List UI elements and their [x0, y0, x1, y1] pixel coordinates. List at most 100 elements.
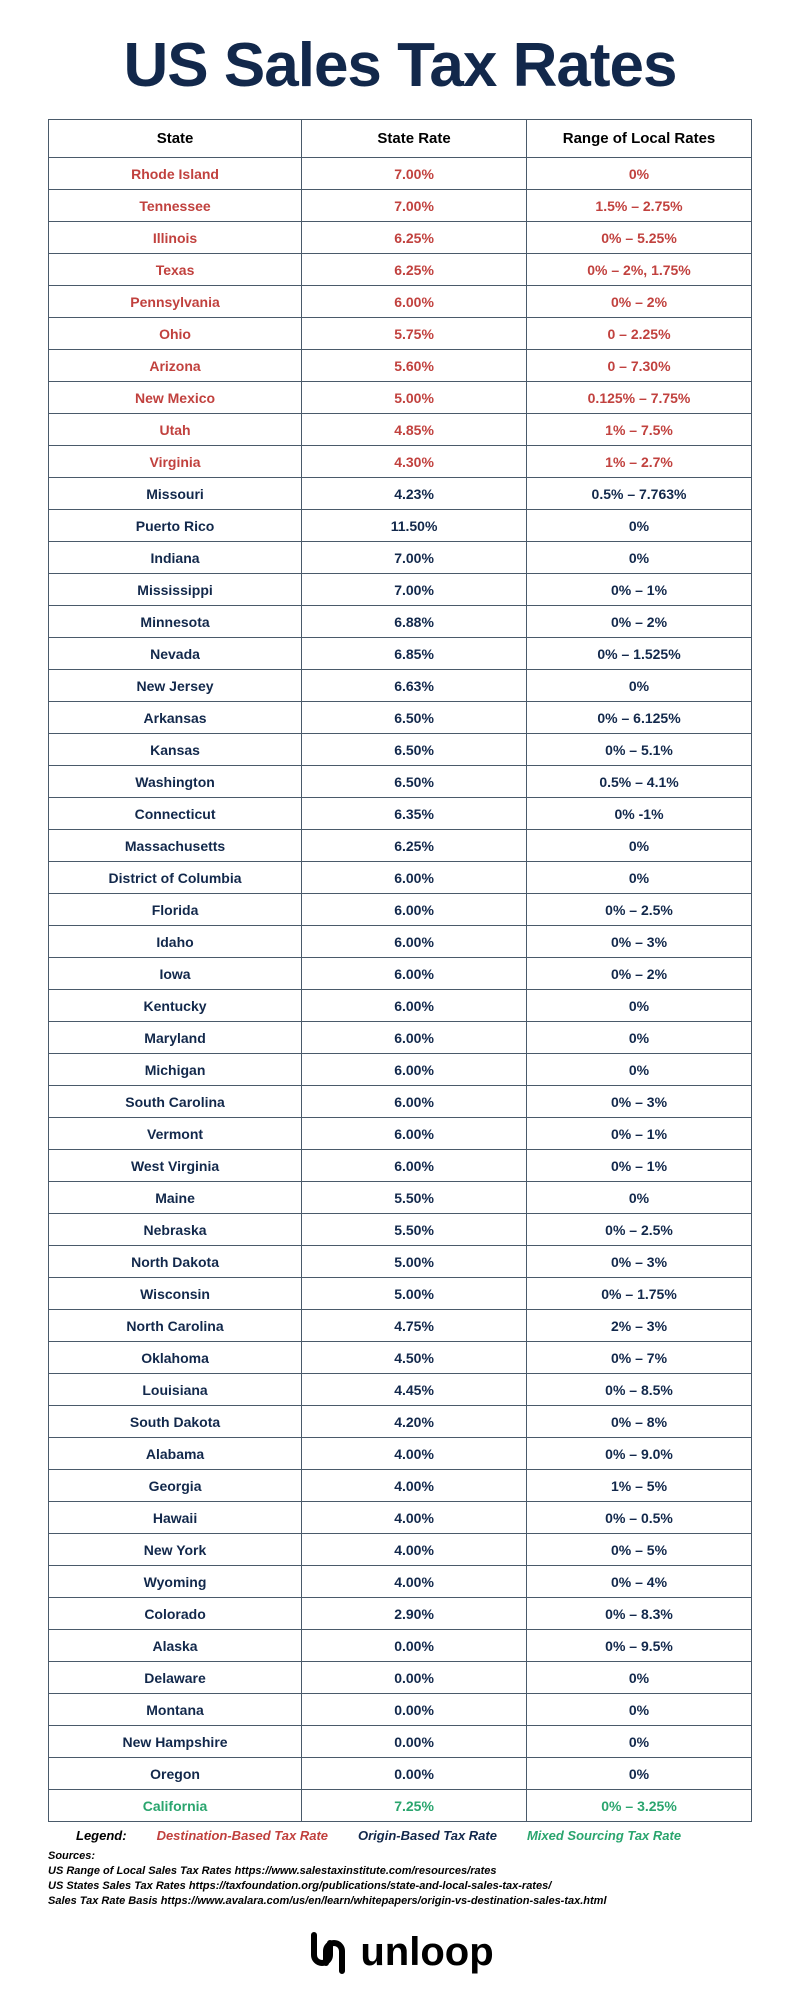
- cell-rate: 4.00%: [302, 1534, 527, 1566]
- cell-state: Louisiana: [49, 1374, 302, 1406]
- cell-rate: 7.25%: [302, 1790, 527, 1822]
- table-row: Missouri4.23%0.5% – 7.763%: [49, 478, 752, 510]
- cell-rate: 6.00%: [302, 958, 527, 990]
- table-row: Idaho6.00%0% – 3%: [49, 926, 752, 958]
- cell-state: Ohio: [49, 318, 302, 350]
- table-row: California7.25%0% – 3.25%: [49, 1790, 752, 1822]
- cell-state: New Mexico: [49, 382, 302, 414]
- table-row: Iowa6.00%0% – 2%: [49, 958, 752, 990]
- cell-local: 1% – 7.5%: [527, 414, 752, 446]
- table-row: Vermont6.00%0% – 1%: [49, 1118, 752, 1150]
- cell-state: Alaska: [49, 1630, 302, 1662]
- cell-state: South Carolina: [49, 1086, 302, 1118]
- table-row: Louisiana4.45%0% – 8.5%: [49, 1374, 752, 1406]
- cell-rate: 6.00%: [302, 1022, 527, 1054]
- cell-local: 0.5% – 7.763%: [527, 478, 752, 510]
- table-row: Massachusetts6.25%0%: [49, 830, 752, 862]
- cell-rate: 7.00%: [302, 574, 527, 606]
- cell-rate: 6.00%: [302, 894, 527, 926]
- table-row: Minnesota6.88%0% – 2%: [49, 606, 752, 638]
- cell-rate: 6.25%: [302, 830, 527, 862]
- table-row: South Carolina6.00%0% – 3%: [49, 1086, 752, 1118]
- cell-state: Maine: [49, 1182, 302, 1214]
- cell-local: 0%: [527, 670, 752, 702]
- cell-rate: 6.25%: [302, 254, 527, 286]
- cell-local: 0%: [527, 1726, 752, 1758]
- cell-rate: 6.00%: [302, 990, 527, 1022]
- table-row: Delaware0.00%0%: [49, 1662, 752, 1694]
- cell-local: 0% – 3.25%: [527, 1790, 752, 1822]
- cell-local: 0% – 0.5%: [527, 1502, 752, 1534]
- source-line: US States Sales Tax Rates https://taxfou…: [48, 1879, 752, 1894]
- logo-mark-icon: [306, 1931, 350, 1975]
- table-row: Maine5.50%0%: [49, 1182, 752, 1214]
- legend-origin: Origin-Based Tax Rate: [358, 1828, 497, 1843]
- cell-rate: 6.00%: [302, 1086, 527, 1118]
- cell-local: 0% – 2.5%: [527, 1214, 752, 1246]
- cell-state: Wisconsin: [49, 1278, 302, 1310]
- cell-local: 0% – 4%: [527, 1566, 752, 1598]
- table-row: Colorado2.90%0% – 8.3%: [49, 1598, 752, 1630]
- cell-state: Oklahoma: [49, 1342, 302, 1374]
- cell-rate: 6.00%: [302, 1054, 527, 1086]
- cell-rate: 7.00%: [302, 158, 527, 190]
- cell-rate: 0.00%: [302, 1758, 527, 1790]
- cell-state: Virginia: [49, 446, 302, 478]
- table-row: Georgia4.00%1% – 5%: [49, 1470, 752, 1502]
- cell-rate: 6.35%: [302, 798, 527, 830]
- cell-local: 0% – 1%: [527, 1150, 752, 1182]
- cell-local: 0% – 9.5%: [527, 1630, 752, 1662]
- cell-local: 0% – 1.525%: [527, 638, 752, 670]
- cell-local: 0.5% – 4.1%: [527, 766, 752, 798]
- cell-state: Texas: [49, 254, 302, 286]
- cell-state: North Carolina: [49, 1310, 302, 1342]
- table-row: Wisconsin5.00%0% – 1.75%: [49, 1278, 752, 1310]
- cell-state: Kansas: [49, 734, 302, 766]
- table-row: Puerto Rico11.50%0%: [49, 510, 752, 542]
- table-row: West Virginia6.00%0% – 1%: [49, 1150, 752, 1182]
- table-row: New Mexico5.00%0.125% – 7.75%: [49, 382, 752, 414]
- cell-state: Nevada: [49, 638, 302, 670]
- cell-state: Indiana: [49, 542, 302, 574]
- cell-local: 0% – 8%: [527, 1406, 752, 1438]
- cell-local: 0%: [527, 158, 752, 190]
- cell-local: 0%: [527, 1694, 752, 1726]
- cell-local: 0% – 2.5%: [527, 894, 752, 926]
- cell-rate: 6.85%: [302, 638, 527, 670]
- cell-state: Pennsylvania: [49, 286, 302, 318]
- cell-rate: 5.00%: [302, 382, 527, 414]
- table-row: Alabama4.00%0% – 9.0%: [49, 1438, 752, 1470]
- cell-rate: 4.00%: [302, 1502, 527, 1534]
- cell-local: 1% – 5%: [527, 1470, 752, 1502]
- cell-state: Arkansas: [49, 702, 302, 734]
- table-row: Montana0.00%0%: [49, 1694, 752, 1726]
- cell-state: Georgia: [49, 1470, 302, 1502]
- cell-state: North Dakota: [49, 1246, 302, 1278]
- column-header: Range of Local Rates: [527, 120, 752, 158]
- cell-local: 0% – 1%: [527, 1118, 752, 1150]
- cell-rate: 0.00%: [302, 1662, 527, 1694]
- cell-rate: 11.50%: [302, 510, 527, 542]
- cell-local: 0% – 5.1%: [527, 734, 752, 766]
- cell-rate: 4.85%: [302, 414, 527, 446]
- cell-state: Oregon: [49, 1758, 302, 1790]
- cell-local: 0%: [527, 1022, 752, 1054]
- table-row: Florida6.00%0% – 2.5%: [49, 894, 752, 926]
- table-row: New Hampshire0.00%0%: [49, 1726, 752, 1758]
- table-row: Virginia4.30%1% – 2.7%: [49, 446, 752, 478]
- cell-state: California: [49, 1790, 302, 1822]
- cell-rate: 5.00%: [302, 1246, 527, 1278]
- cell-state: Arizona: [49, 350, 302, 382]
- cell-local: 0% – 2%: [527, 286, 752, 318]
- cell-rate: 5.50%: [302, 1214, 527, 1246]
- cell-state: Colorado: [49, 1598, 302, 1630]
- source-line: US Range of Local Sales Tax Rates https:…: [48, 1864, 752, 1879]
- cell-state: New Hampshire: [49, 1726, 302, 1758]
- cell-rate: 0.00%: [302, 1726, 527, 1758]
- cell-rate: 0.00%: [302, 1694, 527, 1726]
- table-row: Hawaii4.00%0% – 0.5%: [49, 1502, 752, 1534]
- cell-state: Puerto Rico: [49, 510, 302, 542]
- cell-rate: 4.45%: [302, 1374, 527, 1406]
- cell-rate: 6.88%: [302, 606, 527, 638]
- table-row: Pennsylvania6.00%0% – 2%: [49, 286, 752, 318]
